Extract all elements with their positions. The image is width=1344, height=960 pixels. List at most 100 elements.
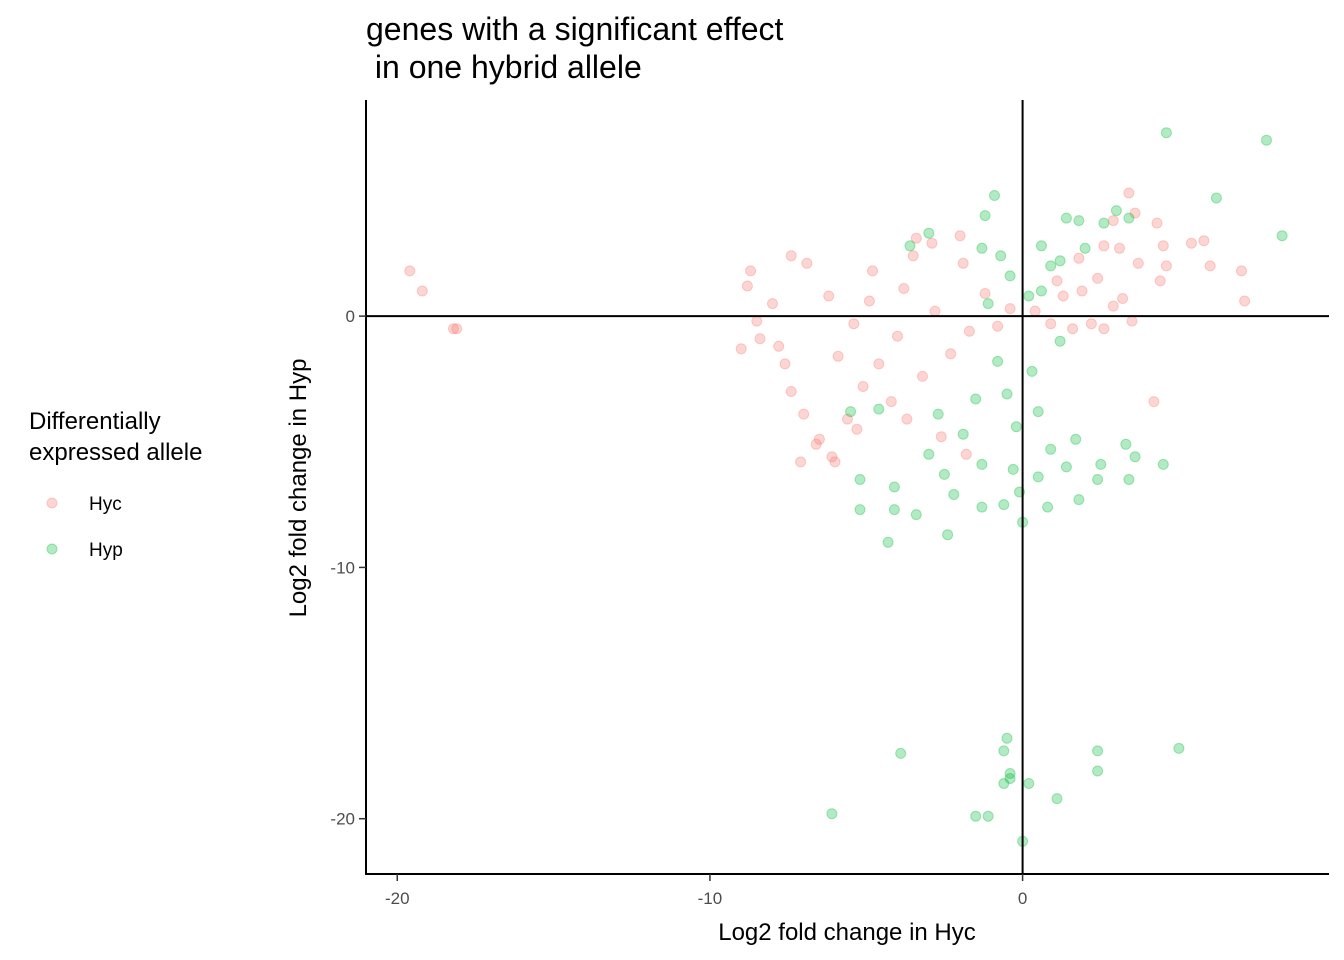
- point-hyc-65: [917, 370, 928, 382]
- point-hyc-70: [992, 320, 1004, 332]
- point-hyp-62: [1004, 270, 1016, 282]
- point-hyc-40: [1151, 217, 1163, 229]
- point-hyc-49: [1126, 315, 1138, 327]
- point-hyp-6: [1060, 212, 1072, 224]
- point-hyc-27: [926, 237, 938, 249]
- point-hyc-5: [745, 265, 757, 277]
- point-hyc-30: [901, 413, 913, 425]
- point-hyc-75: [1067, 323, 1079, 335]
- point-hyp-29: [998, 499, 1010, 511]
- legend-title-line-2: expressed allele: [29, 439, 202, 466]
- point-hyc-16: [810, 438, 822, 450]
- point-hyp-35: [1120, 438, 1132, 450]
- y-axis-title: Log2 fold change in Hyp: [285, 359, 312, 618]
- point-hyc-43: [1160, 260, 1172, 272]
- point-hyp-44: [1004, 773, 1016, 784]
- point-hyc-48: [1239, 295, 1251, 307]
- point-hyp-47: [1001, 732, 1013, 744]
- point-hyc-28: [954, 230, 966, 242]
- point-hyc-67: [945, 348, 957, 360]
- point-hyc-45: [1198, 235, 1210, 247]
- point-hyp-5: [979, 210, 991, 222]
- point-hyp-54: [992, 355, 1004, 367]
- point-hyc-29: [957, 257, 969, 269]
- point-hyc-18: [826, 451, 838, 463]
- point-hyp-40: [895, 747, 907, 759]
- point-hyc-1: [416, 285, 428, 297]
- point-hyp-51: [1092, 745, 1104, 757]
- y-tick-label: 0: [346, 307, 355, 326]
- y-tick-label: -20: [330, 810, 355, 829]
- point-hyc-62: [873, 358, 885, 370]
- point-hyp-55: [1001, 388, 1013, 400]
- legend-label-hyc: Hyc: [89, 494, 122, 515]
- point-hyp-68: [976, 458, 988, 470]
- point-hyc-23: [867, 265, 878, 277]
- point-hyp-63: [1045, 260, 1057, 272]
- point-hyc-42: [1154, 275, 1166, 287]
- axis-ticks: -20 -10 0 -20 -10 0: [330, 307, 1027, 908]
- point-hyp-18: [845, 406, 857, 418]
- point-hyc-0: [404, 265, 416, 277]
- point-hyp-74: [1070, 433, 1082, 445]
- point-hyp-49: [1051, 793, 1063, 805]
- point-hyp-26: [942, 529, 954, 541]
- point-hyp-64: [982, 298, 994, 310]
- point-hyp-48: [1023, 778, 1035, 789]
- point-hyc-55: [1076, 285, 1088, 297]
- point-hyp-65: [1023, 290, 1035, 302]
- point-hyp-24: [910, 509, 922, 521]
- point-hyp-11: [904, 240, 916, 252]
- point-hyc-69: [979, 288, 991, 299]
- point-hyc-35: [1107, 215, 1119, 227]
- legend-label-hyp: Hyp: [89, 540, 123, 561]
- point-hyc-71: [1004, 303, 1016, 315]
- point-hyp-21: [888, 481, 900, 493]
- point-hyc-51: [1107, 300, 1119, 312]
- point-hyp-58: [1032, 406, 1044, 418]
- legend: Differentially expressed allele Hyc Hyp: [29, 408, 202, 561]
- point-hyp-52: [1173, 742, 1185, 754]
- point-hyc-19: [829, 456, 841, 468]
- point-hyp-8: [1098, 217, 1110, 229]
- legend-title-line-1: Differentially: [29, 408, 161, 435]
- point-hyp-60: [1054, 335, 1066, 347]
- point-hyc-56: [1085, 318, 1097, 330]
- point-hyp-76: [1045, 443, 1057, 455]
- point-hyp-45: [1004, 768, 1016, 779]
- point-hyp-38: [1157, 458, 1169, 470]
- point-hyc-4: [741, 280, 753, 292]
- point-hyc-2: [448, 323, 459, 335]
- point-hyp-61: [1035, 285, 1047, 297]
- point-hyp-33: [1092, 474, 1104, 485]
- point-hyp-56: [1026, 365, 1038, 377]
- point-hyc-72: [1029, 305, 1041, 317]
- point-hyp-36: [1123, 474, 1135, 485]
- point-hyc-76: [1051, 275, 1063, 287]
- point-hyp-66: [932, 408, 944, 420]
- point-hyp-2: [1210, 192, 1222, 204]
- point-hyp-10: [1123, 212, 1135, 224]
- point-hyc-39: [1132, 257, 1144, 269]
- point-hyc-64: [898, 283, 910, 294]
- point-hyp-42: [982, 810, 994, 822]
- point-hyc-12: [779, 358, 791, 370]
- point-hyc-33: [1073, 252, 1085, 264]
- point-hyp-50: [1092, 765, 1104, 777]
- point-hyp-43: [998, 778, 1010, 789]
- point-hyc-31: [935, 431, 947, 443]
- point-hyp-34: [1095, 458, 1107, 470]
- point-hyp-70: [1032, 471, 1044, 483]
- y-tick-label: -10: [330, 558, 355, 577]
- point-hyc-21: [851, 423, 863, 435]
- axes: [365, 100, 1329, 875]
- point-hyc-14: [798, 408, 810, 420]
- point-hyc-11: [773, 340, 785, 352]
- point-hyp-17: [1079, 242, 1091, 254]
- x-axis-title: Log2 fold change in Hyc: [718, 919, 976, 946]
- x-tick-label: 0: [1018, 889, 1027, 908]
- point-hyp-28: [976, 501, 988, 513]
- legend-key-hyc: [46, 497, 58, 509]
- point-hyp-1: [1261, 134, 1272, 146]
